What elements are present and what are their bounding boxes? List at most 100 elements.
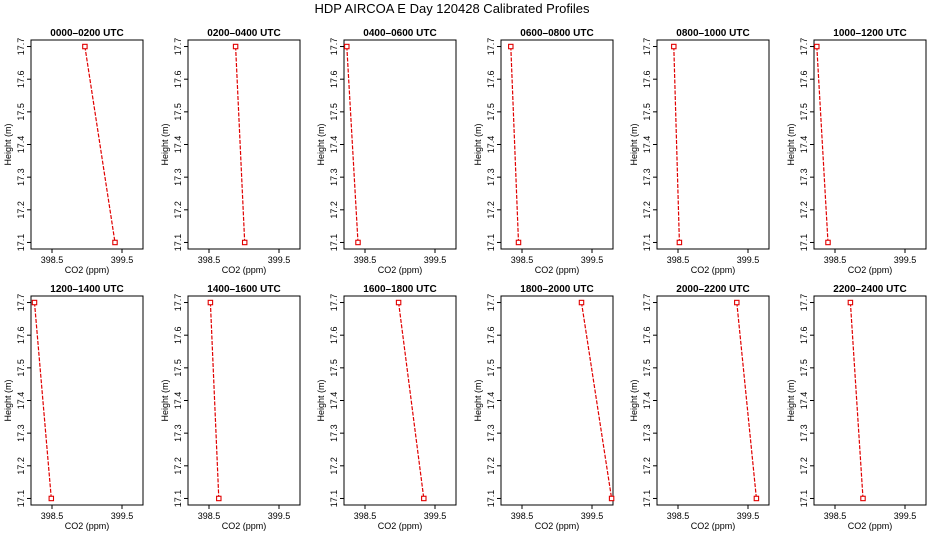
data-point: [508, 43, 514, 50]
panel-title: 0400–0600 UTC: [363, 28, 436, 39]
panel-9: 1600–1800 UTC 398.5 399.5 17.1 17.2 17.3 17.4 1…: [316, 284, 457, 531]
x-tick-label: 399.5: [737, 511, 760, 521]
y-axis-label: Height (m): [786, 123, 796, 165]
y-tick-label: 17.6: [173, 70, 183, 88]
data-point: [31, 299, 38, 306]
panel-title: 0000–0200 UTC: [50, 28, 123, 39]
series-line: [209, 302, 220, 499]
y-tick-label: 17.5: [329, 103, 339, 121]
panel-title: 0800–1000 UTC: [676, 28, 749, 39]
panel-7: 1200–1400 UTC 398.5 399.5 17.1 17.2 17.3 17.4 1…: [3, 284, 144, 531]
panel-2: 0200–0400 UTC 398.5 399.5 17.1 17.2 17.3 17.4 1…: [160, 28, 301, 275]
y-tick-label: 17.3: [799, 424, 809, 442]
x-axis-label: CO2 (ppm): [378, 521, 423, 531]
panel-6: 1000–1200 UTC 398.5 399.5 17.1 17.2 17.3 17.4 1…: [786, 28, 927, 275]
y-tick-label: 17.4: [16, 392, 26, 410]
data-point: [112, 239, 118, 246]
y-tick-label: 17.2: [799, 457, 809, 475]
data-point: [395, 299, 402, 306]
y-tick-label: 17.6: [486, 70, 496, 88]
y-tick-label: 17.4: [329, 136, 339, 154]
y-tick-label: 17.2: [329, 457, 339, 475]
data-point: [847, 299, 854, 306]
x-tick-label: 398.5: [824, 511, 847, 521]
y-tick-label: 17.2: [799, 201, 809, 219]
panel-title: 1600–1800 UTC: [363, 284, 436, 295]
y-tick-label: 17.3: [329, 168, 339, 186]
panel-4: 0600–0800 UTC 398.5 399.5 17.1 17.2 17.3 17.4 1…: [473, 28, 614, 275]
x-axis-label: CO2 (ppm): [535, 265, 580, 275]
y-tick-label: 17.7: [329, 38, 339, 56]
series-line: [510, 46, 520, 243]
data-point: [515, 239, 522, 246]
panel-title: 1000–1200 UTC: [833, 28, 906, 39]
y-tick-label: 17.5: [16, 359, 26, 377]
x-tick-label: 398.5: [41, 255, 64, 265]
y-tick-label: 17.6: [486, 326, 496, 344]
y-tick-label: 17.7: [799, 294, 809, 312]
y-tick-label: 17.2: [173, 201, 183, 219]
y-tick-label: 17.6: [16, 70, 26, 88]
y-tick-label: 17.6: [642, 326, 652, 344]
data-point: [232, 43, 239, 50]
x-tick-label: 398.5: [354, 255, 377, 265]
x-tick-label: 399.5: [111, 511, 134, 521]
y-tick-label: 17.1: [799, 234, 809, 252]
y-tick-label: 17.7: [173, 38, 183, 56]
x-tick-label: 398.5: [511, 255, 534, 265]
y-tick-label: 17.7: [173, 294, 183, 312]
y-tick-label: 17.7: [642, 38, 652, 56]
panel-title: 2000–2200 UTC: [676, 284, 749, 295]
data-point: [216, 495, 222, 502]
y-axis-label: Height (m): [316, 123, 326, 165]
y-tick-label: 17.5: [642, 359, 652, 377]
panel-12: 2200–2400 UTC 398.5 399.5 17.1 17.2 17.3 17.4 1…: [786, 284, 927, 531]
data-point: [734, 299, 740, 306]
y-tick-label: 17.1: [642, 234, 652, 252]
data-point: [241, 239, 248, 246]
y-tick-label: 17.1: [329, 234, 339, 252]
y-tick-label: 17.5: [173, 103, 183, 121]
y-tick-label: 17.4: [486, 136, 496, 154]
x-tick-label: 398.5: [667, 255, 690, 265]
y-tick-label: 17.1: [799, 490, 809, 508]
y-tick-label: 17.6: [329, 70, 339, 88]
y-tick-label: 17.4: [173, 136, 183, 154]
y-tick-label: 17.2: [642, 201, 652, 219]
data-point: [860, 495, 866, 502]
data-point: [578, 299, 585, 306]
y-tick-label: 17.6: [799, 70, 809, 88]
data-point: [344, 43, 350, 50]
y-tick-label: 17.1: [16, 234, 26, 252]
y-tick-label: 17.5: [799, 103, 809, 121]
panel-3: 0400–0600 UTC 398.5 399.5 17.1 17.2 17.3 17.4 1…: [316, 28, 457, 275]
x-axis-label: CO2 (ppm): [848, 521, 893, 531]
y-tick-label: 17.6: [799, 326, 809, 344]
x-tick-label: 399.5: [894, 255, 917, 265]
x-axis-label: CO2 (ppm): [535, 521, 580, 531]
y-tick-label: 17.3: [486, 168, 496, 186]
y-tick-label: 17.2: [329, 201, 339, 219]
y-tick-label: 17.3: [329, 424, 339, 442]
x-tick-label: 399.5: [581, 255, 604, 265]
panel-title: 0200–0400 UTC: [207, 28, 280, 39]
y-tick-label: 17.4: [799, 392, 809, 410]
y-tick-label: 17.5: [486, 359, 496, 377]
figure-title: HDP AIRCOA E Day 120428 Calibrated Profi…: [314, 1, 590, 16]
data-point: [421, 495, 427, 502]
y-tick-label: 17.7: [16, 294, 26, 312]
y-tick-label: 17.1: [642, 490, 652, 508]
y-axis-label: Height (m): [160, 123, 170, 165]
series-line: [673, 46, 680, 243]
x-axis-label: CO2 (ppm): [691, 521, 736, 531]
y-tick-label: 17.5: [799, 359, 809, 377]
x-tick-label: 398.5: [354, 511, 377, 521]
y-axis-label: Height (m): [629, 123, 639, 165]
y-tick-label: 17.1: [173, 234, 183, 252]
y-tick-label: 17.6: [329, 326, 339, 344]
y-tick-label: 17.4: [486, 392, 496, 410]
panel-11: 2000–2200 UTC 398.5 399.5 17.1 17.2 17.3 17.4 1…: [629, 284, 770, 531]
x-tick-label: 399.5: [424, 511, 447, 521]
y-tick-label: 17.7: [486, 294, 496, 312]
